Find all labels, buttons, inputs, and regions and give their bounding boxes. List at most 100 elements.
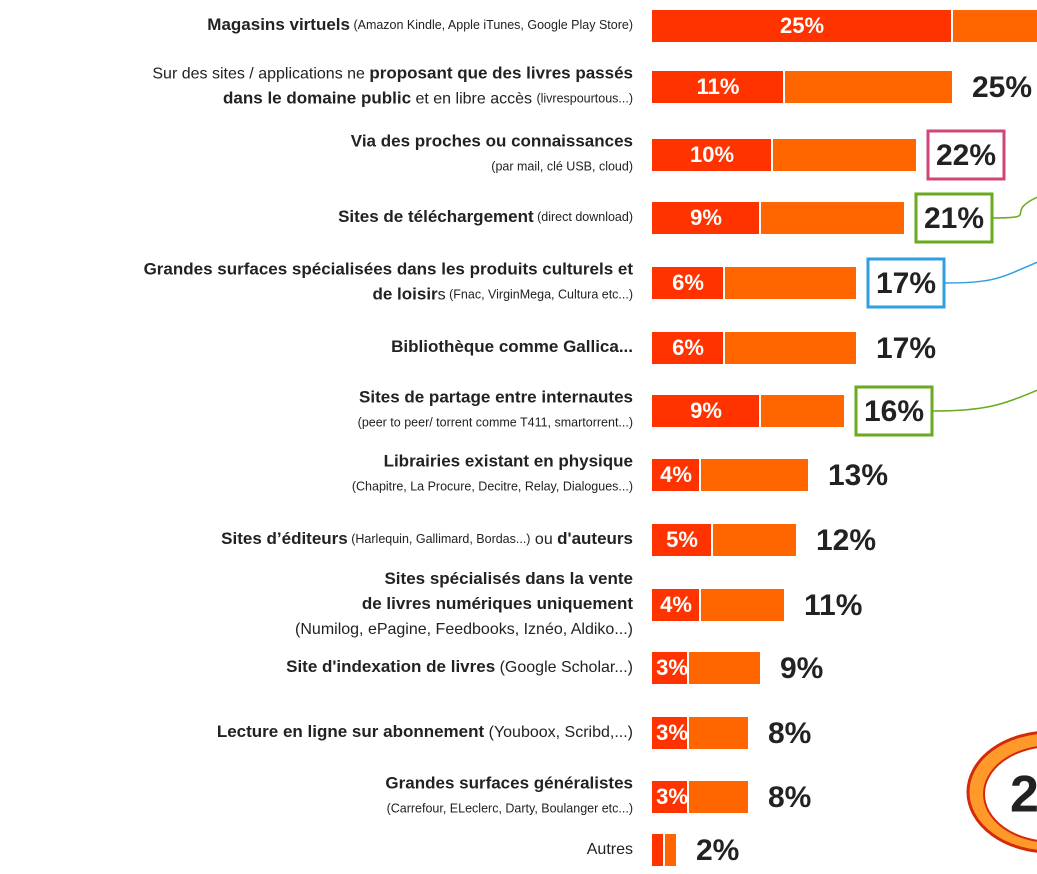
category-label: Magasins virtuels (Amazon Kindle, Apple …: [207, 15, 633, 34]
label-part: (par mail, clé USB, cloud): [491, 160, 633, 174]
connector: [991, 196, 1037, 219]
category-label: (par mail, clé USB, cloud): [491, 160, 633, 174]
segment-label: 3%: [656, 720, 688, 745]
segment-label: 4%: [660, 462, 692, 487]
total-label: 11%: [804, 589, 862, 622]
label-part: de livres numériques uniquement: [362, 594, 633, 613]
category-label: (Numilog, ePagine, Feedbooks, Iznéo, Ald…: [295, 621, 633, 638]
total-label: 17%: [876, 267, 936, 300]
label-part: (Fnac, VirginMega, Cultura etc...): [446, 288, 633, 302]
total-label: 8%: [768, 717, 811, 750]
segment-label: 9%: [690, 398, 722, 423]
segment-label: 6%: [672, 335, 704, 360]
total-label: 13%: [828, 459, 888, 492]
segment-label: 10%: [690, 142, 734, 167]
label-part: Sites spécialisés dans la vente: [384, 569, 633, 588]
label-part: d'auteurs: [557, 529, 633, 548]
label-part: Grandes surfaces spécialisées dans les p…: [144, 260, 634, 279]
badge-text: 2: [1010, 766, 1037, 824]
total-label: 8%: [768, 781, 811, 814]
label-part: Sites de téléchargement: [338, 207, 534, 226]
category-label: Site d'indexation de livres (Google Scho…: [286, 657, 633, 676]
segment-label: 3%: [656, 784, 688, 809]
badge-group: 2: [966, 731, 1037, 853]
category-label: Lecture en ligne sur abonnement (Youboox…: [217, 722, 633, 741]
label-part: (livrespourtous...): [536, 92, 633, 106]
segment-label: 11%: [697, 74, 740, 99]
bar-segment: [652, 10, 952, 42]
category-label: Autres: [587, 841, 633, 858]
label-part: Lecture en ligne sur abonnement: [217, 722, 485, 741]
category-label: (peer to peer/ torrent comme T411, smart…: [358, 416, 633, 430]
label-part: (Numilog, ePagine, Feedbooks, Iznéo, Ald…: [295, 621, 633, 638]
label-part: et en libre accès: [411, 91, 536, 108]
label-part: (direct download): [534, 210, 633, 224]
bar-segment: [652, 524, 712, 556]
bar-segment: [652, 71, 784, 103]
label-part: Site d'indexation de livres: [286, 657, 495, 676]
label-part: Sur des sites / applications ne: [152, 66, 369, 83]
connector: [943, 261, 1037, 284]
label-part: Magasins virtuels: [207, 15, 350, 34]
category-label: Sites de téléchargement (direct download…: [338, 207, 633, 226]
bar-segment: [652, 139, 772, 171]
total-label: 12%: [816, 524, 876, 557]
segment-label: 6%: [672, 270, 704, 295]
label-part: (Chapitre, La Procure, Decitre, Relay, D…: [352, 480, 633, 494]
category-label: Grandes surfaces spécialisées dans les p…: [144, 260, 634, 279]
bar-segment: [652, 267, 724, 299]
segment-label: 25%: [780, 13, 824, 38]
total-label: 9%: [780, 652, 823, 685]
total-label: 25%: [972, 71, 1032, 104]
label-part: (Amazon Kindle, Apple iTunes, Google Pla…: [350, 18, 633, 32]
segment-label: 3%: [656, 655, 688, 680]
label-part: Via des proches ou connaissances: [351, 132, 633, 151]
category-label: Librairies existant en physique: [384, 452, 633, 471]
total-label: 21%: [924, 202, 984, 235]
bar-segment: [652, 589, 700, 621]
category-label: Grandes surfaces généralistes: [385, 774, 633, 793]
label-part: proposant que des livres passés: [369, 64, 633, 83]
total-label: 22%: [936, 139, 996, 172]
category-label: de livres numériques uniquement: [362, 594, 633, 613]
connector: [931, 389, 1037, 412]
total-label: 16%: [864, 395, 924, 428]
category-label: Bibliothèque comme Gallica...: [391, 337, 633, 356]
category-label: de loisirs (Fnac, VirginMega, Cultura et…: [372, 285, 633, 304]
label-part: s: [438, 287, 446, 304]
bar-segment: [652, 717, 688, 749]
bar-segment: [652, 332, 724, 364]
label-part: (Carrefour, ELeclerc, Darty, Boulanger e…: [387, 802, 633, 816]
segment-label: 4%: [660, 592, 692, 617]
segment-label: 5%: [666, 527, 698, 552]
label-part: dans le domaine public: [223, 89, 411, 108]
category-label: Sites d’éditeurs (Harlequin, Gallimard, …: [221, 529, 633, 548]
bar-segment: [652, 202, 760, 234]
label-part: Sites d’éditeurs: [221, 529, 348, 548]
label-part: Bibliothèque comme Gallica...: [391, 337, 633, 356]
category-label: Via des proches ou connaissances: [351, 132, 633, 151]
label-part: (Harlequin, Gallimard, Bordas...): [348, 532, 531, 546]
highlight-box: [926, 129, 1006, 181]
total-label: 17%: [876, 332, 936, 365]
total-label: 2%: [696, 834, 739, 867]
category-label: (Chapitre, La Procure, Decitre, Relay, D…: [352, 480, 633, 494]
bar-segment: [652, 459, 700, 491]
label-part: de loisir: [372, 285, 438, 304]
label-part: (peer to peer/ torrent comme T411, smart…: [358, 416, 633, 430]
bar-segment: [652, 781, 688, 813]
label-part: (Youboox, Scribd,...): [484, 724, 633, 741]
category-label: Sites de partage entre internautes: [359, 388, 633, 407]
label-part: Librairies existant en physique: [384, 452, 633, 471]
category-label: Sites spécialisés dans la vente: [384, 569, 633, 588]
label-part: Autres: [587, 841, 633, 858]
badge-inner: [983, 746, 1037, 842]
label-part: ou: [530, 531, 557, 548]
segment-label: 9%: [690, 205, 722, 230]
category-label: Sur des sites / applications ne proposan…: [152, 64, 633, 83]
label-part: Sites de partage entre internautes: [359, 388, 633, 407]
label-part: Grandes surfaces généralistes: [385, 774, 633, 793]
bar-segment: [652, 834, 664, 866]
bar-segment: [652, 395, 760, 427]
